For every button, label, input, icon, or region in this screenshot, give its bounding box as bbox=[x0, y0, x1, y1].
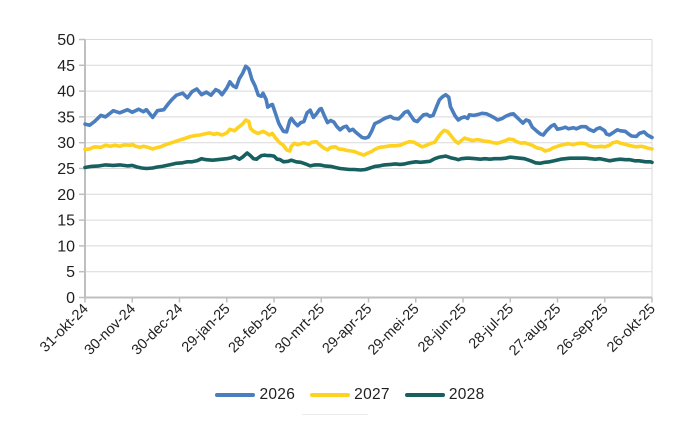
y-axis-label-50: 50 bbox=[57, 32, 75, 49]
y-axis-label-30: 30 bbox=[57, 135, 75, 152]
y-axis-label-40: 40 bbox=[57, 84, 75, 101]
legend: 2026 2027 2028 bbox=[0, 384, 700, 406]
legend-label-2028: 2028 bbox=[448, 386, 485, 403]
y-axis-label-10: 10 bbox=[57, 238, 75, 255]
legend-item-2028: 2028 bbox=[404, 386, 485, 404]
legend-swatch-2026 bbox=[215, 392, 256, 398]
series-line-2028 bbox=[83, 151, 654, 172]
y-axis-label-0: 0 bbox=[66, 290, 75, 307]
x-axis-label-28-jun-25: 28-jun-25 bbox=[415, 301, 470, 356]
series-line-2026 bbox=[83, 64, 654, 140]
x-axis-label-26-sep-25: 26-sep-25 bbox=[554, 301, 611, 358]
x-axis-label-29-mei-25: 29-mei-25 bbox=[365, 301, 422, 358]
x-axis-label-29-jan-25: 29-jan-25 bbox=[179, 301, 234, 356]
legend-swatch-2027 bbox=[310, 392, 351, 398]
x-axis-label-26-okt-25: 26-okt-25 bbox=[604, 301, 659, 356]
legend-item-2026: 2026 bbox=[215, 386, 295, 404]
x-axis-label-28-feb-25: 28-feb-25 bbox=[226, 301, 281, 356]
y-axis-label-5: 5 bbox=[66, 264, 75, 281]
legend-item-2027: 2027 bbox=[310, 386, 390, 404]
series-line-2027 bbox=[83, 118, 654, 157]
y-axis-label-25: 25 bbox=[57, 161, 75, 178]
x-axis-label-30-mrt-25: 30-mrt-25 bbox=[272, 301, 328, 357]
legend-label-2027: 2027 bbox=[354, 386, 390, 403]
y-axis-label-15: 15 bbox=[57, 213, 75, 230]
y-axis-label-45: 45 bbox=[57, 58, 75, 75]
y-axis-label-20: 20 bbox=[57, 187, 75, 204]
x-axis-label-27-aug-25: 27-aug-25 bbox=[506, 301, 564, 359]
legend-swatch-2028 bbox=[404, 392, 445, 398]
x-axis-label-30-dec-24: 30-dec-24 bbox=[129, 301, 186, 358]
legend-label-2026: 2026 bbox=[259, 386, 296, 403]
y-axis-label-35: 35 bbox=[57, 109, 75, 126]
legend-underline bbox=[302, 414, 368, 415]
